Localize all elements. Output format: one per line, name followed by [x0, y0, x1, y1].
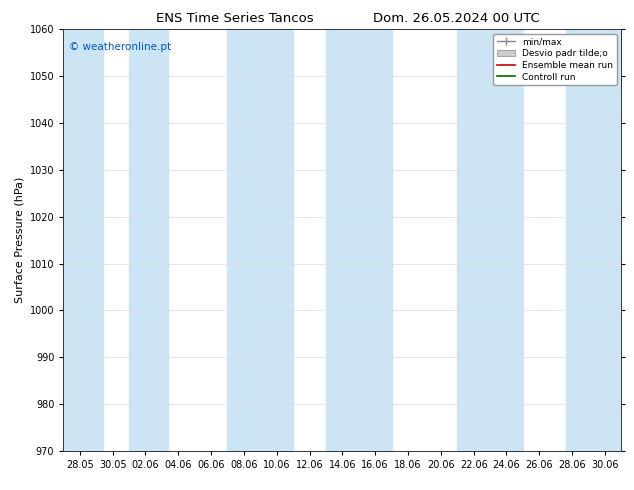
- Text: Dom. 26.05.2024 00 UTC: Dom. 26.05.2024 00 UTC: [373, 12, 540, 25]
- Bar: [228, 29, 293, 451]
- Bar: [457, 29, 523, 451]
- Legend: min/max, Desvio padr tilde;o, Ensemble mean run, Controll run: min/max, Desvio padr tilde;o, Ensemble m…: [493, 34, 617, 85]
- Bar: [129, 29, 169, 451]
- Bar: [326, 29, 392, 451]
- Y-axis label: Surface Pressure (hPa): Surface Pressure (hPa): [14, 177, 24, 303]
- Bar: [63, 29, 103, 451]
- Text: ENS Time Series Tancos: ENS Time Series Tancos: [156, 12, 313, 25]
- Bar: [566, 29, 621, 451]
- Text: © weatheronline.pt: © weatheronline.pt: [69, 42, 171, 52]
